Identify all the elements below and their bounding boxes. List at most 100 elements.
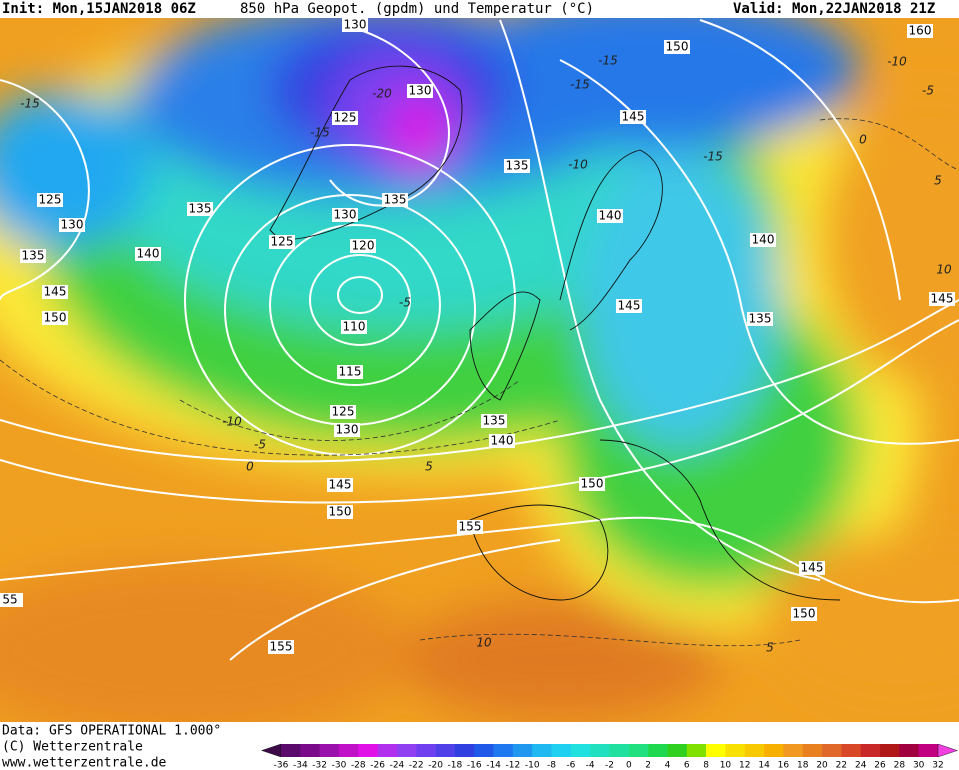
geopotential-label: 115 [339,365,362,379]
temperature-label: -5 [399,296,411,310]
colorbar-tick-label: -28 [351,761,366,770]
colorbar-arrow [261,743,282,758]
colorbar-swatch [377,744,398,757]
geopotential-label-box [332,208,358,222]
temperature-label: -15 [598,54,618,68]
geopotential-label: 145 [801,561,824,575]
geopotential-label: 125 [334,111,357,125]
geopotential-label-box [342,18,368,32]
geopotential-label-box [579,477,605,491]
temperature-label: -10 [222,415,242,429]
geopotential-label: 140 [491,434,514,448]
colorbar-tick-label: 18 [797,761,809,770]
temperature-label: 10 [476,636,492,650]
geopotential-label: 145 [618,299,641,313]
colorbar-tick-label: 20 [816,761,828,770]
colorbar-tick-label: 6 [684,761,690,770]
colorbar-tick-label: -16 [467,761,482,770]
data-source: Data: GFS OPERATIONAL 1.000° [2,724,221,739]
geopotential-label-box [59,218,85,232]
geopotential-label: 120 [352,239,375,253]
geopotential-label-box [42,285,68,299]
colorbar-swatch [590,744,610,757]
temperature-label: -15 [570,78,590,92]
temperature-label: 5 [766,641,774,655]
geopotential-label: 140 [752,233,775,247]
contour-labels: 130 125 130 135 125 130 135 140 145 150 125 130 135 1… [0,18,955,655]
colorbar-swatch [648,744,668,757]
geopotential-label: 130 [409,84,432,98]
coastlines [269,65,841,601]
geopotential-label-box [341,320,367,334]
colorbar-tick-label: -26 [370,761,385,770]
geopotential-label: 125 [271,235,294,249]
colorbar-swatch [570,744,591,757]
colorbar-tick-label: 32 [932,761,943,770]
colorbar-tick-label: -4 [586,761,595,770]
colorbar-swatch [416,744,436,757]
colorbar-tick-label: -18 [448,761,463,770]
temperature-label: -10 [568,158,588,172]
colorbar-swatch [358,744,378,757]
colorbar-swatch [802,744,823,757]
temperature-label: 5 [934,174,942,188]
geopotential-label: 150 [44,311,67,325]
geopotential-label: 130 [344,18,367,32]
geopotential-label-box [327,478,353,492]
colorbar-swatch [841,744,862,757]
colorbar-tick-label: 2 [645,761,651,770]
colorbar-tick-label: -34 [293,761,308,770]
geopotential-label: 140 [137,247,160,261]
colorbar-tick-label: -8 [547,761,556,770]
colorbar-swatch [667,744,688,757]
geopotential-label-box [269,235,295,249]
temperature-label: -20 [372,87,392,101]
geopotential-label: 125 [39,193,62,207]
colorbar-tick-label: 24 [855,761,867,770]
colorbar-tick-label: 22 [836,761,847,770]
init-time: Init: Mon,15JAN2018 06Z [2,1,196,17]
geopotential-label: 145 [931,292,954,306]
temperature-label: -15 [20,97,40,111]
header-bar [0,0,959,18]
geopotential-label-box [37,193,63,207]
colorbar-swatch [300,744,320,757]
geopotential-label: 150 [666,40,689,54]
temperature-shading [0,18,959,722]
geopotential-label-box [407,84,433,98]
valid-time: Valid: Mon,22JAN2018 21Z [733,1,935,17]
colorbar-tick-label: 26 [874,761,886,770]
colorbar-swatch [686,744,707,757]
geopotential-label-box [616,299,642,313]
colorbar-swatch [822,744,842,757]
colorbar-swatch [725,744,746,757]
geopotential-label-box [382,193,408,207]
colorbar-arrow [937,743,958,758]
colorbar-tick-label: -12 [506,761,521,770]
colorbar-tick-label: -24 [390,761,405,770]
colorbar-tick-label: 10 [720,761,732,770]
colorbar-tick-label: 8 [703,761,709,770]
temperature-contours [0,118,959,647]
colorbar-swatch [454,744,475,757]
colorbar: -36 -34 -32 -30 -28 -26 -24 -22 -20 -18 -16 -14 -12-… [261,743,958,770]
geopotential-label-box [350,239,376,253]
geopotential-label-box [597,209,623,223]
colorbar-swatch [512,744,533,757]
website: www.wetterzentrale.de [2,756,167,770]
geopotential-label: 135 [22,249,45,263]
colorbar-swatch [744,744,765,757]
colorbar-tick-label: -14 [486,761,501,770]
geopotential-label-box [0,593,23,607]
geopotential-label-box [664,40,690,54]
colorbar-swatch [899,744,919,757]
temperature-label: -5 [922,84,934,98]
colorbar-swatch [918,744,939,757]
map-title: 850 hPa Geopot. (gpdm) und Temperatur (°… [240,1,594,17]
colorbar-swatch [532,744,552,757]
geopotential-label-box [504,159,530,173]
colorbar-swatch [628,744,649,757]
colorbar-swatch [551,744,572,757]
colorbar-tick-label: 12 [739,761,750,770]
colorbar-tick-label: -32 [312,761,327,770]
